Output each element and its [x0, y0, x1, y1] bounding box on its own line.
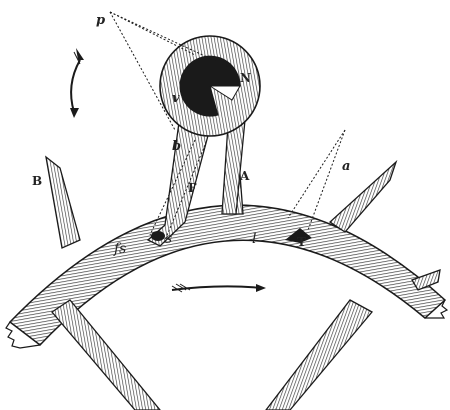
label-B: B	[32, 174, 42, 188]
spoke-right	[265, 299, 374, 410]
tooth-B	[45, 155, 81, 249]
tooth-right	[328, 159, 398, 233]
dotted-lines	[109, 11, 346, 241]
rotation-arrow-icon	[70, 48, 84, 118]
label-b: b	[172, 139, 181, 154]
impulse-pin	[151, 231, 165, 241]
motion-arrow-icon	[171, 283, 266, 293]
roller-notch	[208, 85, 241, 101]
label-N: N	[240, 71, 251, 85]
tooth-far-right	[411, 269, 441, 291]
label-a: a	[342, 159, 350, 174]
label-s: s	[165, 231, 172, 247]
rim-serration-left	[5, 321, 41, 349]
label-T: T	[297, 235, 306, 249]
label-fs: fs	[113, 241, 126, 257]
spoke-left	[51, 299, 161, 410]
locking-piece	[285, 228, 312, 243]
label-A: A	[239, 169, 250, 183]
label-p: p	[96, 13, 105, 28]
rim-serration-right	[425, 299, 449, 319]
label-F: F	[188, 181, 197, 195]
label-v: v	[172, 91, 180, 106]
label-l: l	[252, 231, 256, 247]
